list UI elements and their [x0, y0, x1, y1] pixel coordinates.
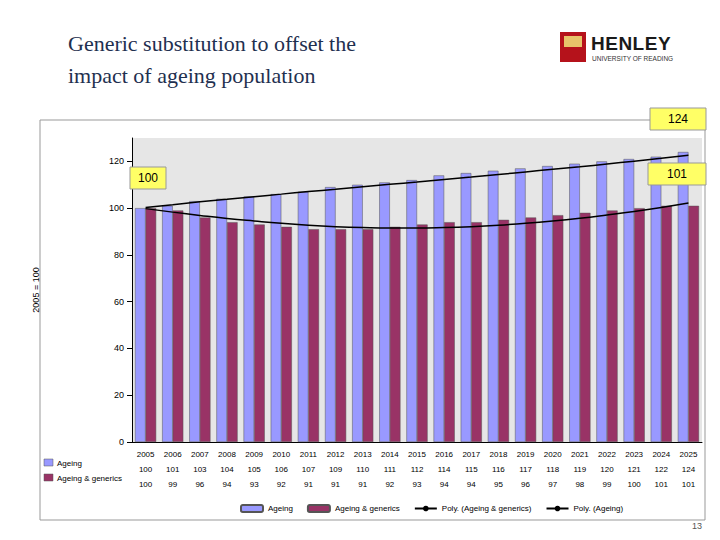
- html-text:HENLEY: HENLEY: [591, 33, 672, 54]
- svg-text:120: 120: [600, 465, 614, 474]
- svg-text:97: 97: [548, 480, 557, 489]
- svg-text:93: 93: [413, 480, 422, 489]
- svg-text:2014: 2014: [381, 450, 399, 459]
- svg-text:2009: 2009: [245, 450, 263, 459]
- svg-text:2005 = 100: 2005 = 100: [31, 267, 41, 312]
- svg-text:Ageing: Ageing: [57, 459, 82, 468]
- svg-text:2019: 2019: [517, 450, 535, 459]
- html-text:13: 13: [692, 521, 702, 531]
- svg-text:107: 107: [302, 465, 316, 474]
- svg-text:2021: 2021: [571, 450, 589, 459]
- svg-text:101: 101: [667, 167, 687, 181]
- svg-text:0: 0: [119, 437, 124, 447]
- svg-text:100: 100: [627, 480, 641, 489]
- svg-text:124: 124: [682, 465, 696, 474]
- svg-text:106: 106: [275, 465, 289, 474]
- svg-text:110: 110: [356, 465, 369, 474]
- html-text:Generic substitution to offset: Generic substitution to offset the impac…: [68, 31, 356, 88]
- svg-text:20: 20: [114, 390, 124, 400]
- svg-text:91: 91: [358, 480, 367, 489]
- svg-text:114: 114: [438, 465, 451, 474]
- svg-text:101: 101: [655, 480, 669, 489]
- svg-text:119: 119: [573, 465, 586, 474]
- svg-text:60: 60: [114, 297, 124, 307]
- svg-text:2025: 2025: [680, 450, 698, 459]
- svg-text:101: 101: [682, 480, 696, 489]
- svg-text:40: 40: [114, 343, 124, 353]
- svg-text:2018: 2018: [490, 450, 508, 459]
- svg-text:105: 105: [247, 465, 261, 474]
- svg-text:2010: 2010: [272, 450, 290, 459]
- svg-text:93: 93: [250, 480, 259, 489]
- svg-text:2006: 2006: [164, 450, 182, 459]
- svg-text:95: 95: [494, 480, 503, 489]
- svg-text:2022: 2022: [598, 450, 616, 459]
- svg-text:100: 100: [139, 465, 153, 474]
- svg-text:100: 100: [138, 171, 158, 185]
- svg-text:100: 100: [109, 203, 124, 213]
- svg-text:112: 112: [411, 465, 424, 474]
- svg-text:99: 99: [168, 480, 177, 489]
- svg-text:109: 109: [329, 465, 343, 474]
- svg-text:92: 92: [277, 480, 286, 489]
- svg-text:121: 121: [627, 465, 641, 474]
- svg-text:91: 91: [304, 480, 313, 489]
- svg-text:117: 117: [519, 465, 532, 474]
- svg-text:2024: 2024: [652, 450, 670, 459]
- svg-text:2017: 2017: [462, 450, 480, 459]
- svg-text:2005: 2005: [137, 450, 155, 459]
- svg-text:100: 100: [139, 480, 153, 489]
- svg-text:101: 101: [166, 465, 180, 474]
- svg-text:94: 94: [467, 480, 476, 489]
- svg-text:122: 122: [655, 465, 669, 474]
- svg-text:94: 94: [440, 480, 449, 489]
- svg-text:94: 94: [223, 480, 232, 489]
- svg-text:2007: 2007: [191, 450, 209, 459]
- svg-text:120: 120: [109, 156, 124, 166]
- svg-text:98: 98: [575, 480, 584, 489]
- svg-text:Ageing & generics: Ageing & generics: [335, 504, 400, 513]
- svg-text:Ageing & generics: Ageing & generics: [57, 474, 122, 483]
- svg-text:116: 116: [492, 465, 505, 474]
- svg-text:2012: 2012: [327, 450, 345, 459]
- svg-text:2011: 2011: [300, 450, 318, 459]
- svg-text:2008: 2008: [218, 450, 236, 459]
- svg-text:115: 115: [465, 465, 478, 474]
- svg-text:96: 96: [521, 480, 530, 489]
- svg-text:103: 103: [193, 465, 207, 474]
- svg-text:91: 91: [331, 480, 340, 489]
- svg-text:96: 96: [195, 480, 204, 489]
- svg-text:2013: 2013: [354, 450, 372, 459]
- svg-text:92: 92: [385, 480, 394, 489]
- svg-text:2020: 2020: [544, 450, 562, 459]
- html-text:UNIVERSITY OF READING: UNIVERSITY OF READING: [592, 55, 674, 62]
- svg-text:2015: 2015: [408, 450, 426, 459]
- svg-text:Poly. (Ageing): Poly. (Ageing): [574, 504, 624, 513]
- svg-text:80: 80: [114, 250, 124, 260]
- svg-text:2016: 2016: [435, 450, 453, 459]
- svg-text:2023: 2023: [625, 450, 643, 459]
- svg-text:111: 111: [384, 465, 397, 474]
- svg-text:124: 124: [668, 112, 688, 126]
- svg-text:99: 99: [603, 480, 612, 489]
- svg-text:Poly. (Ageing & generics): Poly. (Ageing & generics): [442, 504, 532, 513]
- svg-text:118: 118: [546, 465, 559, 474]
- svg-text:Ageing: Ageing: [268, 504, 293, 513]
- svg-text:104: 104: [220, 465, 234, 474]
